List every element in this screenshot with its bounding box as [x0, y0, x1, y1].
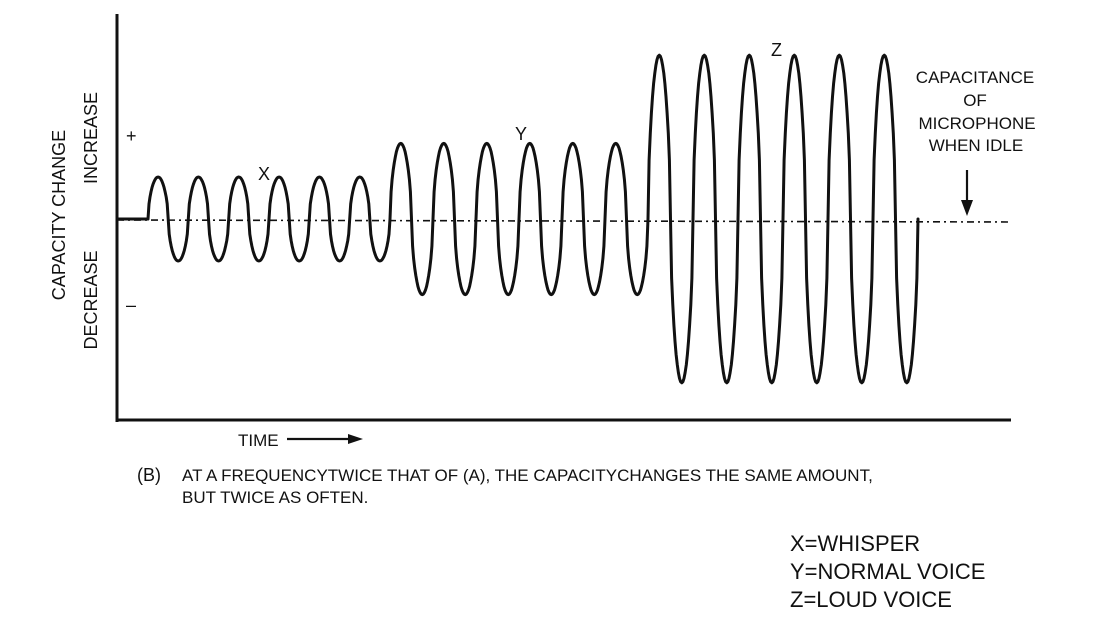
- y-axis-increase-label: INCREASE: [81, 92, 101, 184]
- y-axis-decrease-label: DECREASE: [81, 250, 101, 349]
- idle-pointer-arrow: [961, 170, 973, 216]
- plus-sign: +: [126, 126, 137, 146]
- wave-label-y: Y: [515, 124, 527, 144]
- minus-sign: –: [126, 295, 136, 315]
- capacity-waveform: [115, 53, 920, 385]
- idle-annotation-line-3: MICROPHONE: [918, 114, 1035, 133]
- idle-annotation-line-4: WHEN IDLE: [929, 136, 1023, 155]
- legend-item-loud-voice: Z=LOUD VOICE: [790, 587, 952, 612]
- caption-marker: (B): [137, 465, 161, 485]
- idle-capacitance-line: [116, 219, 1013, 223]
- wave-label-z: Z: [771, 40, 782, 60]
- legend-item-whisper: X=WHISPER: [790, 531, 920, 556]
- time-arrow: [287, 434, 363, 444]
- wave-label-x: X: [258, 164, 270, 184]
- caption-line-1: AT A FREQUENCYTWICE THAT OF (A), THE CAP…: [182, 466, 873, 485]
- idle-annotation-line-1: CAPACITANCE: [916, 68, 1034, 87]
- time-label: TIME: [238, 431, 279, 450]
- y-axis-title: CAPACITY CHANGE: [49, 130, 69, 300]
- idle-annotation-line-2: OF: [963, 91, 987, 110]
- caption-line-2: BUT TWICE AS OFTEN.: [182, 488, 368, 507]
- legend-item-normal-voice: Y=NORMAL VOICE: [790, 559, 985, 584]
